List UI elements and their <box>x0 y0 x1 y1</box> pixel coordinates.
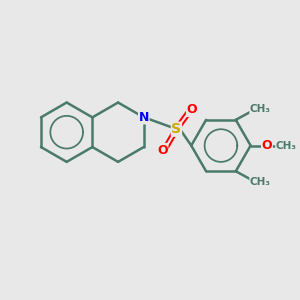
Text: O: O <box>262 139 272 152</box>
Text: CH₃: CH₃ <box>250 177 271 187</box>
Text: N: N <box>139 111 149 124</box>
Text: O: O <box>187 103 197 116</box>
Text: CH₃: CH₃ <box>276 140 297 151</box>
Text: CH₃: CH₃ <box>250 104 271 115</box>
Text: S: S <box>171 122 182 136</box>
Text: O: O <box>157 143 168 157</box>
